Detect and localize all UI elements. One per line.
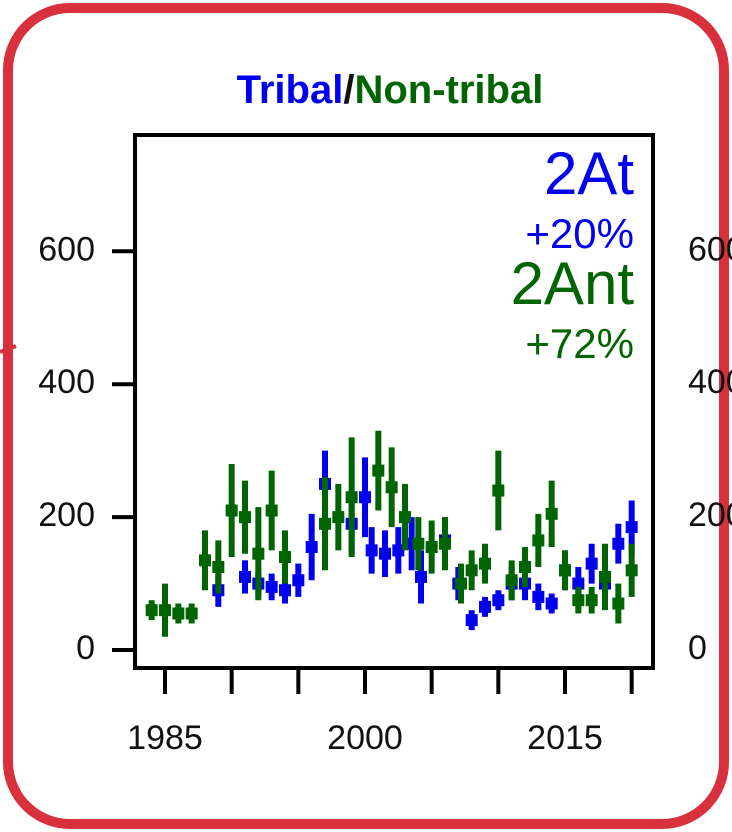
point xyxy=(252,547,265,560)
neighbor-y-tick-label: 0 xyxy=(688,629,707,667)
frame-border xyxy=(3,3,729,829)
point xyxy=(279,584,291,597)
point xyxy=(345,491,358,504)
point xyxy=(612,597,625,610)
point xyxy=(415,570,427,583)
pointer-line xyxy=(0,344,17,354)
title-part: Tribal xyxy=(237,68,344,112)
point xyxy=(465,614,478,627)
point xyxy=(212,560,225,573)
point xyxy=(159,604,171,617)
point xyxy=(399,511,411,524)
neighbor-y-tick-label: 200 xyxy=(688,496,732,534)
point xyxy=(625,564,638,577)
point xyxy=(265,504,278,517)
point xyxy=(239,570,251,583)
point xyxy=(545,597,558,610)
point xyxy=(479,600,491,613)
point xyxy=(225,504,238,517)
point xyxy=(359,491,371,504)
neighbor-y-tick-label: 600 xyxy=(688,230,732,268)
title-part: Non-tribal xyxy=(354,68,543,112)
y-tick-label: 200 xyxy=(38,496,95,534)
point xyxy=(599,570,611,583)
point xyxy=(492,484,505,497)
point xyxy=(365,544,378,557)
point xyxy=(585,557,598,570)
point xyxy=(385,481,398,494)
point xyxy=(372,464,385,477)
neighbor-y-tick-label: 400 xyxy=(688,363,732,401)
point xyxy=(425,541,438,554)
point xyxy=(185,607,198,620)
point xyxy=(532,534,545,547)
plot-box xyxy=(133,133,655,670)
chart-title: Tribal/Non-tribal xyxy=(237,68,544,112)
y-tick-label: 0 xyxy=(76,629,95,667)
point xyxy=(392,544,405,557)
x-tick-label: 2015 xyxy=(527,719,603,757)
point xyxy=(379,547,391,560)
point xyxy=(439,537,451,550)
y-tick-label: 600 xyxy=(38,230,95,268)
annotation: 2Ant xyxy=(511,250,635,317)
point xyxy=(455,577,467,590)
point xyxy=(519,560,531,573)
point xyxy=(265,580,278,593)
y-tick-label: 400 xyxy=(38,363,95,401)
point xyxy=(625,521,638,534)
annotation: 2At xyxy=(544,140,634,207)
point xyxy=(305,541,318,554)
annotation: +72% xyxy=(525,320,634,367)
point xyxy=(412,537,425,550)
x-tick-label: 2000 xyxy=(327,719,403,757)
point xyxy=(612,537,625,550)
point xyxy=(319,517,331,530)
point xyxy=(145,604,158,617)
point xyxy=(332,511,345,524)
point xyxy=(292,574,305,587)
point xyxy=(545,507,558,520)
title-part: / xyxy=(343,68,354,112)
point xyxy=(532,590,545,603)
point xyxy=(585,594,598,607)
point xyxy=(199,554,211,567)
x-tick-label: 1985 xyxy=(127,719,203,757)
point xyxy=(479,557,491,570)
point xyxy=(559,564,571,577)
point xyxy=(572,577,585,590)
annotation: +20% xyxy=(525,210,634,257)
point xyxy=(279,551,291,564)
point xyxy=(465,564,478,577)
point xyxy=(239,511,251,524)
point xyxy=(505,574,518,587)
point xyxy=(492,594,505,607)
point xyxy=(572,594,585,607)
point xyxy=(172,607,185,620)
